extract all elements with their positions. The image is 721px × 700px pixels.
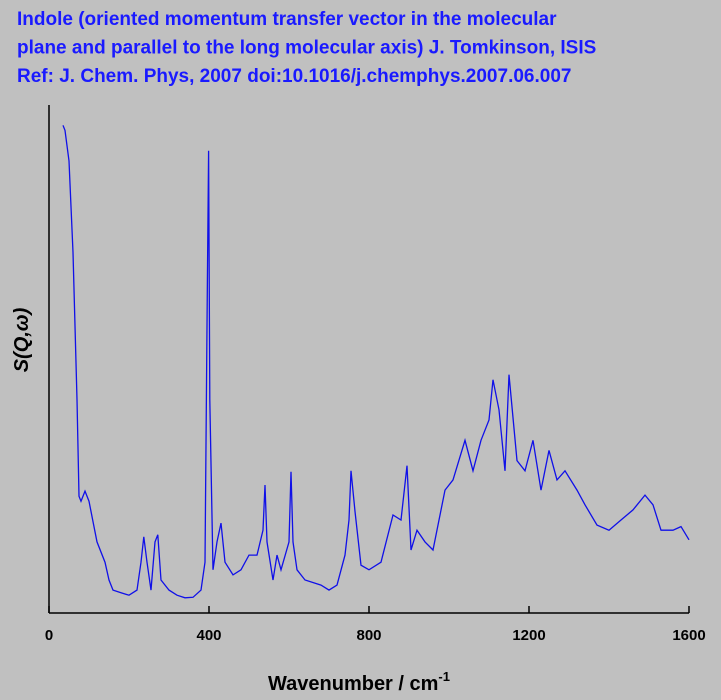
x-axis-label-superscript: -1 bbox=[438, 669, 450, 684]
x-tick-label: 1600 bbox=[672, 627, 705, 644]
x-axis-label-main: Wavenumber / cm bbox=[268, 673, 438, 695]
x-tick-label: 0 bbox=[45, 627, 53, 644]
chart-title: Ref: J. Chem. Phys, 2007 doi:10.1016/j.c… bbox=[17, 66, 571, 87]
spectrum-line bbox=[62, 125, 690, 599]
x-axis-label: Wavenumber / cm-1 bbox=[268, 669, 450, 695]
x-tick-label: 800 bbox=[356, 627, 381, 644]
y-axis-label: S(Q,ω) bbox=[11, 307, 33, 372]
chart-title: Indole (oriented momentum transfer vecto… bbox=[17, 9, 557, 30]
x-tick-label: 400 bbox=[196, 627, 221, 644]
x-tick-label: 1200 bbox=[512, 627, 545, 644]
chart-title: plane and parallel to the long molecular… bbox=[17, 38, 596, 59]
